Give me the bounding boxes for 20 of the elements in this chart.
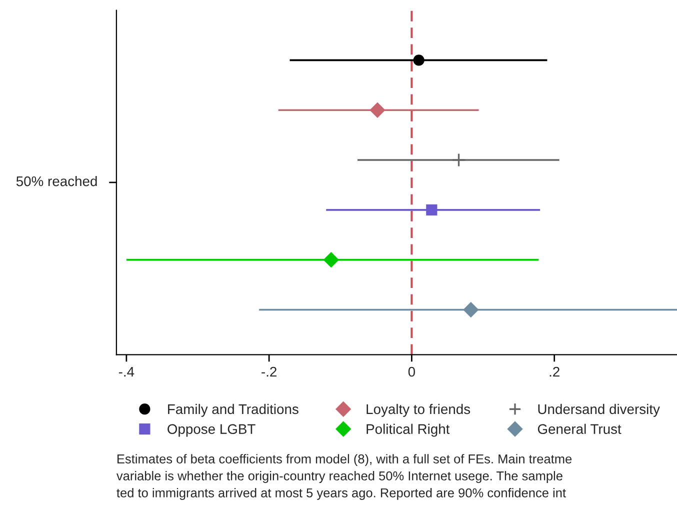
point: [413, 54, 424, 66]
legend-label: Loyalty to friends: [366, 404, 470, 417]
point: [370, 102, 386, 118]
y-axis-title: 50% reached: [16, 176, 97, 186]
text: variable is whether the origin-country reached 50% Internet usege. The sample: [116, 471, 562, 483]
text: ted to immigrants arrived at most 5 years ago. Reported are 90% confidence int: [116, 488, 566, 500]
legend-label: Oppose LGBT: [168, 424, 256, 437]
point: [426, 204, 438, 216]
x-tick-label: -.4: [118, 366, 134, 377]
point: [463, 302, 479, 318]
text: Estimates of beta coefficients from model (8), with a full set of FEs. Main treatme: [117, 454, 572, 466]
legend-label: Political Right: [366, 424, 450, 437]
legend-label: Family and Traditions: [168, 404, 298, 417]
legend-label: Undersand diversity: [538, 404, 660, 417]
point: [323, 252, 339, 268]
x-tick-label: .2: [550, 366, 560, 377]
legend-label: General Trust: [538, 424, 622, 434]
x-tick-label: -.2: [262, 366, 276, 377]
point: [452, 152, 466, 168]
x-tick-label: 0: [408, 366, 416, 377]
